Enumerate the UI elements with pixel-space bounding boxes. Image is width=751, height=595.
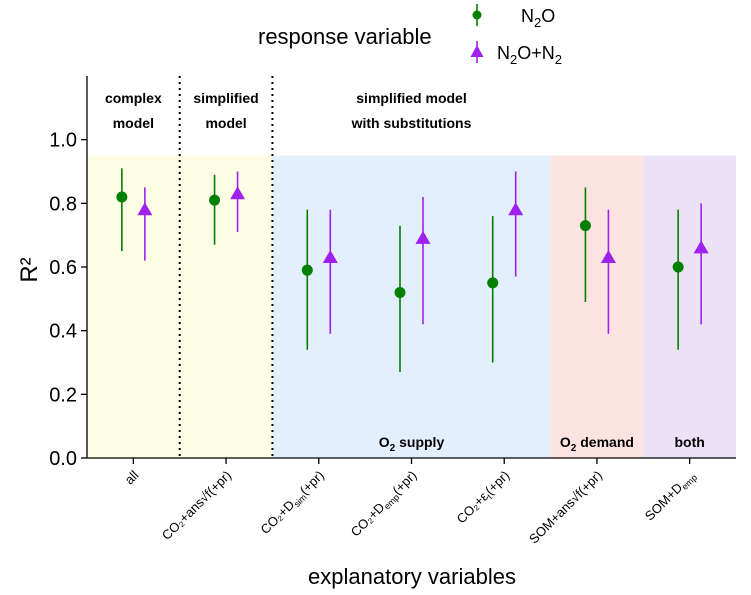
region-label: both [674, 434, 704, 450]
legend: response variable N2O N2O+N2 [258, 4, 562, 67]
data-point [209, 194, 221, 206]
data-point [693, 240, 709, 254]
y-tick-label: 0.2 [49, 384, 77, 406]
region-background [272, 155, 551, 459]
data-point [116, 191, 128, 203]
legend-key-triangle [470, 45, 484, 57]
x-tick-label: CO₂+ans√f(+pr) [159, 468, 234, 543]
x-tick-label: CO₂+Dsim(+pr) [257, 468, 328, 539]
y-tick-label: 0.0 [49, 448, 77, 470]
y-tick-label: 0.4 [49, 321, 77, 343]
legend-title: response variable [258, 24, 432, 49]
region-label: O2 demand [560, 434, 634, 454]
legend-entry-label: N2O [521, 6, 555, 30]
model-group-label: complex [105, 90, 162, 106]
legend-key-circle [472, 10, 482, 20]
region-background [643, 155, 736, 459]
data-point [600, 249, 616, 263]
data-point [508, 202, 524, 216]
x-axis-title: explanatory variables [308, 564, 516, 589]
legend-entry-label: N2O+N2 [497, 43, 562, 67]
data-point [394, 286, 406, 298]
x-tick-label: SOM+ans√f(+pr) [526, 468, 605, 547]
y-tick-label: 1.0 [49, 130, 77, 152]
y-tick-label: 0.6 [49, 257, 77, 279]
x-tick-label: all [122, 467, 142, 487]
y-axis-title: R² [16, 257, 43, 282]
model-group-label: model [205, 115, 246, 131]
region-background [550, 155, 644, 459]
data-point [672, 261, 684, 273]
x-tick-label: CO₂+Demp(+pr) [348, 468, 421, 541]
data-point [322, 249, 338, 263]
data-point [487, 277, 499, 289]
x-tick-label: SOM+Demp [642, 468, 699, 525]
model-group-label: simplified model [356, 90, 466, 106]
model-group-label: with substitutions [351, 115, 472, 131]
model-group-label: simplified [193, 90, 258, 106]
data-point [415, 230, 431, 244]
data-point [230, 186, 246, 200]
y-tick-label: 0.8 [49, 193, 77, 215]
model-group-label: model [113, 115, 154, 131]
data-point [137, 202, 153, 216]
data-point [579, 220, 591, 232]
region-label: O2 supply [379, 434, 445, 454]
x-tick-label: CO₂+εt(+pr) [453, 468, 513, 528]
data-point [301, 264, 313, 276]
